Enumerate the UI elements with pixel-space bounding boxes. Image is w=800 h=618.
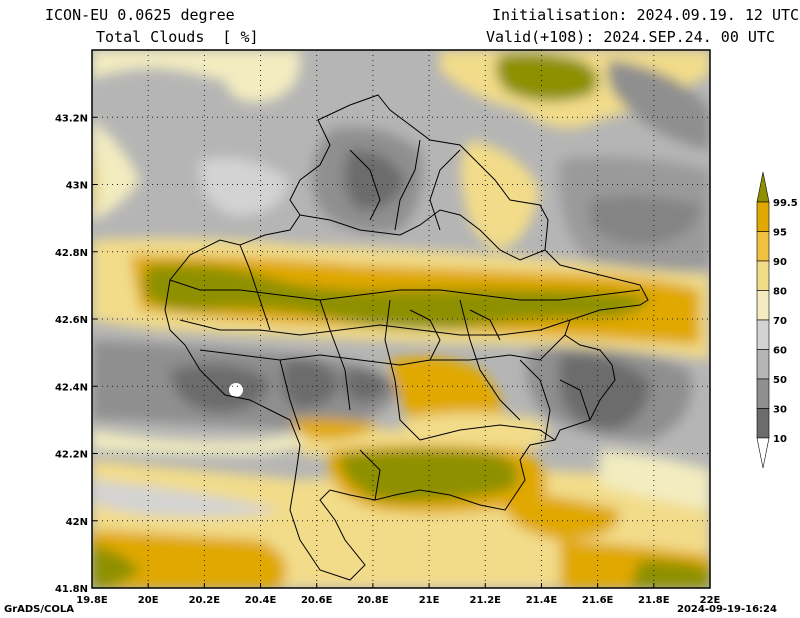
colorbar-label: 70 [773, 316, 787, 327]
lat-tick-label: 43N [66, 181, 88, 192]
lon-tick-label: 20E [138, 595, 159, 606]
colorbar-label: 30 [773, 405, 787, 416]
colorbar-top-arrow [756, 171, 770, 203]
lon-tick-label: 20.2E [189, 595, 221, 606]
colorbar-label: 10 [773, 434, 787, 445]
lat-tick-label: 42.4N [55, 382, 88, 393]
colorbar-segment [756, 319, 770, 350]
colorbar-segment [756, 260, 770, 291]
cloud-field [92, 50, 710, 588]
lat-tick-label: 42.8N [55, 248, 88, 259]
lon-tick-label: 20.8E [357, 595, 389, 606]
colorbar-label: 50 [773, 375, 787, 386]
lon-tick-label: 21.8E [638, 595, 670, 606]
variable-title: Total Clouds [ %] [96, 28, 259, 46]
colorbar-segment [756, 231, 770, 262]
colorbar-label: 90 [773, 257, 787, 268]
lat-tick-label: 41.8N [55, 584, 88, 595]
colorbar-segment [756, 378, 770, 409]
axis-ticks: 19.8E 20E 20.2E 20.4E 20.6E 20.8E 21E 21.2E 21.4… [55, 113, 721, 606]
lon-tick-label: 21.6E [582, 595, 614, 606]
lon-tick-label: 22E [700, 595, 721, 606]
valid-time: Valid(+108): 2024.SEP.24. 00 UTC [486, 28, 775, 46]
colorbar-bottom-arrow [756, 437, 770, 469]
model-title: ICON-EU 0.0625 degree [45, 6, 235, 24]
lon-tick-label: 21E [419, 595, 440, 606]
colorbar-segment [756, 408, 770, 439]
colorbar-segment [756, 290, 770, 321]
colorbar-label: 95 [773, 228, 787, 239]
lon-tick-label: 21.4E [526, 595, 558, 606]
lon-tick-label: 19.8E [76, 595, 108, 606]
footer-right: 2024-09-19-16:24 [677, 604, 777, 615]
lat-tick-label: 42N [66, 517, 88, 528]
colorbar-segment [756, 201, 770, 232]
init-time: Initialisation: 2024.09.19. 12 UTC [492, 6, 800, 24]
lat-tick-label: 42.6N [55, 315, 88, 326]
colorbar-segment [756, 349, 770, 380]
lon-tick-label: 21.2E [470, 595, 502, 606]
footer-left: GrADS/COLA [4, 604, 74, 615]
colorbar-label: 60 [773, 346, 787, 357]
grid-lines [92, 50, 710, 588]
lat-tick-label: 42.2N [55, 450, 88, 461]
lon-tick-label: 20.4E [245, 595, 277, 606]
colorbar-label: 80 [773, 287, 787, 298]
colorbar: 99.5 95 90 80 70 60 50 30 10 [756, 171, 798, 469]
lon-tick-label: 20.6E [301, 595, 333, 606]
lat-tick-label: 43.2N [55, 113, 88, 124]
country-borders [164, 94, 649, 581]
colorbar-label: 99.5 [773, 198, 798, 209]
